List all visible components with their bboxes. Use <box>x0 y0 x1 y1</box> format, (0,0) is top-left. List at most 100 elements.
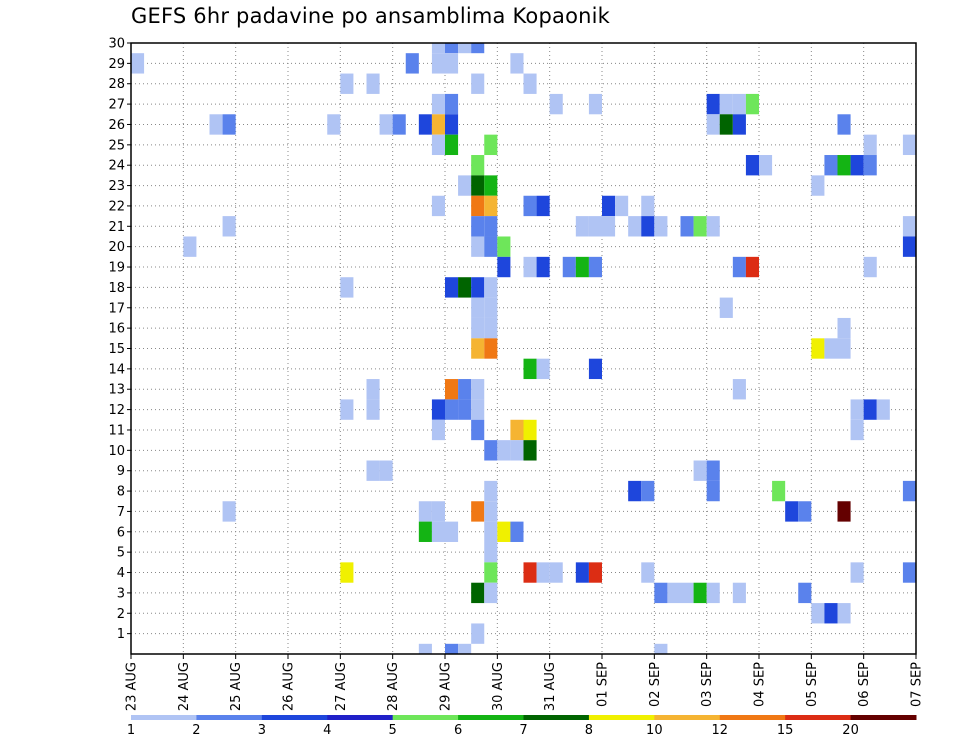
y-tick-label: 15 <box>108 342 125 357</box>
heatmap-cell <box>824 603 838 624</box>
heatmap-cell <box>706 582 720 604</box>
heatmap-cell <box>445 134 459 156</box>
y-tick-label: 5 <box>117 546 125 561</box>
heatmap-cell <box>510 440 524 461</box>
heatmap-cell <box>431 501 445 522</box>
colorbar-segment <box>131 715 197 720</box>
y-tick-label: 1 <box>117 627 125 642</box>
heatmap-cell <box>366 460 380 481</box>
heatmap-cell <box>850 155 864 176</box>
heatmap-cell <box>863 256 877 278</box>
heatmap-cell <box>484 175 498 196</box>
heatmap-cell <box>484 582 498 604</box>
y-tick-label: 22 <box>108 199 125 214</box>
heatmap-cell <box>484 338 498 359</box>
heatmap-cell <box>445 277 459 298</box>
y-tick-label: 19 <box>108 261 125 276</box>
heatmap-cell <box>458 399 472 420</box>
heatmap-cell <box>811 603 825 624</box>
y-tick-label: 23 <box>108 179 125 194</box>
heatmap-cell <box>510 53 524 74</box>
heatmap-cell <box>615 195 629 217</box>
heatmap-cell <box>445 521 459 542</box>
heatmap-cell <box>471 277 485 298</box>
heatmap-cell <box>876 399 890 420</box>
heatmap-cell <box>418 521 432 542</box>
heatmap-cell <box>732 256 746 278</box>
heatmap-cell <box>471 155 485 176</box>
heatmap-cell <box>418 501 432 522</box>
heatmap-cell <box>837 155 851 176</box>
y-tick-label: 12 <box>108 403 125 418</box>
y-tick-label: 11 <box>108 423 125 438</box>
heatmap-cell <box>340 399 354 420</box>
y-tick-label: 3 <box>117 586 125 601</box>
heatmap-cell <box>588 562 602 583</box>
heatmap-cell <box>745 93 759 115</box>
heatmap-cell <box>654 582 668 604</box>
heatmap-cell <box>759 155 773 176</box>
heatmap-cell <box>824 338 838 359</box>
heatmap-cell <box>850 419 864 441</box>
y-tick-label: 20 <box>108 240 125 255</box>
heatmap-cell <box>445 53 459 74</box>
heatmap-cell <box>471 317 485 339</box>
colorbar-label: 6 <box>454 723 462 738</box>
heatmap-cell <box>523 419 537 441</box>
x-tick-label: 02 SEP <box>648 662 663 707</box>
heatmap-cell <box>824 155 838 176</box>
heatmap-cell <box>588 358 602 380</box>
y-tick-label: 27 <box>108 98 125 113</box>
y-tick-label: 7 <box>117 505 125 520</box>
heatmap-cell <box>471 43 485 54</box>
heatmap-cell <box>732 582 746 604</box>
heatmap-cell <box>431 195 445 217</box>
heatmap-cell <box>471 175 485 196</box>
x-tick-label: 05 SEP <box>805 662 820 707</box>
heatmap-cell <box>431 93 445 115</box>
y-tick-label: 25 <box>108 138 125 153</box>
heatmap-cell <box>706 460 720 481</box>
heatmap-cell <box>484 501 498 522</box>
heatmap-cell <box>431 419 445 441</box>
heatmap-cell <box>902 236 916 257</box>
heatmap-cell <box>536 195 550 217</box>
colorbar-label: 1 <box>127 723 135 738</box>
heatmap-cell <box>588 93 602 115</box>
heatmap-cell <box>693 460 707 481</box>
heatmap-cell <box>837 338 851 359</box>
heatmap-cell <box>523 358 537 380</box>
x-tick-label: 06 SEP <box>857 662 872 707</box>
heatmap-cell <box>484 134 498 156</box>
heatmap-cell <box>222 114 236 135</box>
heatmap-cell <box>693 582 707 604</box>
heatmap-cell <box>471 236 485 257</box>
heatmap-cell <box>431 134 445 156</box>
heatmap-cell <box>431 399 445 420</box>
colorbar-label: 4 <box>323 723 331 738</box>
heatmap-cell <box>680 582 694 604</box>
colorbar-label: 3 <box>258 723 266 738</box>
heatmap-cell <box>654 643 668 654</box>
y-tick-label: 24 <box>108 159 125 174</box>
heatmap-cell <box>484 216 498 237</box>
heatmap-cell <box>523 195 537 217</box>
colorbar-label: 15 <box>777 723 794 738</box>
heatmap-cell <box>484 297 498 318</box>
heatmap-cell <box>523 562 537 583</box>
heatmap-cell <box>536 358 550 380</box>
heatmap-cell <box>431 53 445 74</box>
heatmap-cell <box>732 379 746 400</box>
heatmap-cell <box>392 114 406 135</box>
y-tick-label: 2 <box>117 607 125 622</box>
heatmap-cell <box>366 399 380 420</box>
heatmap-cell <box>588 216 602 237</box>
heatmap-cell <box>209 114 223 135</box>
y-tick-label: 17 <box>108 301 125 316</box>
x-tick-label: 04 SEP <box>753 662 768 707</box>
colorbar-segment <box>654 715 721 720</box>
heatmap-cell <box>458 643 472 654</box>
heatmap-cell <box>641 562 655 583</box>
colorbar-segment <box>850 715 917 720</box>
heatmap-cell <box>602 216 616 237</box>
